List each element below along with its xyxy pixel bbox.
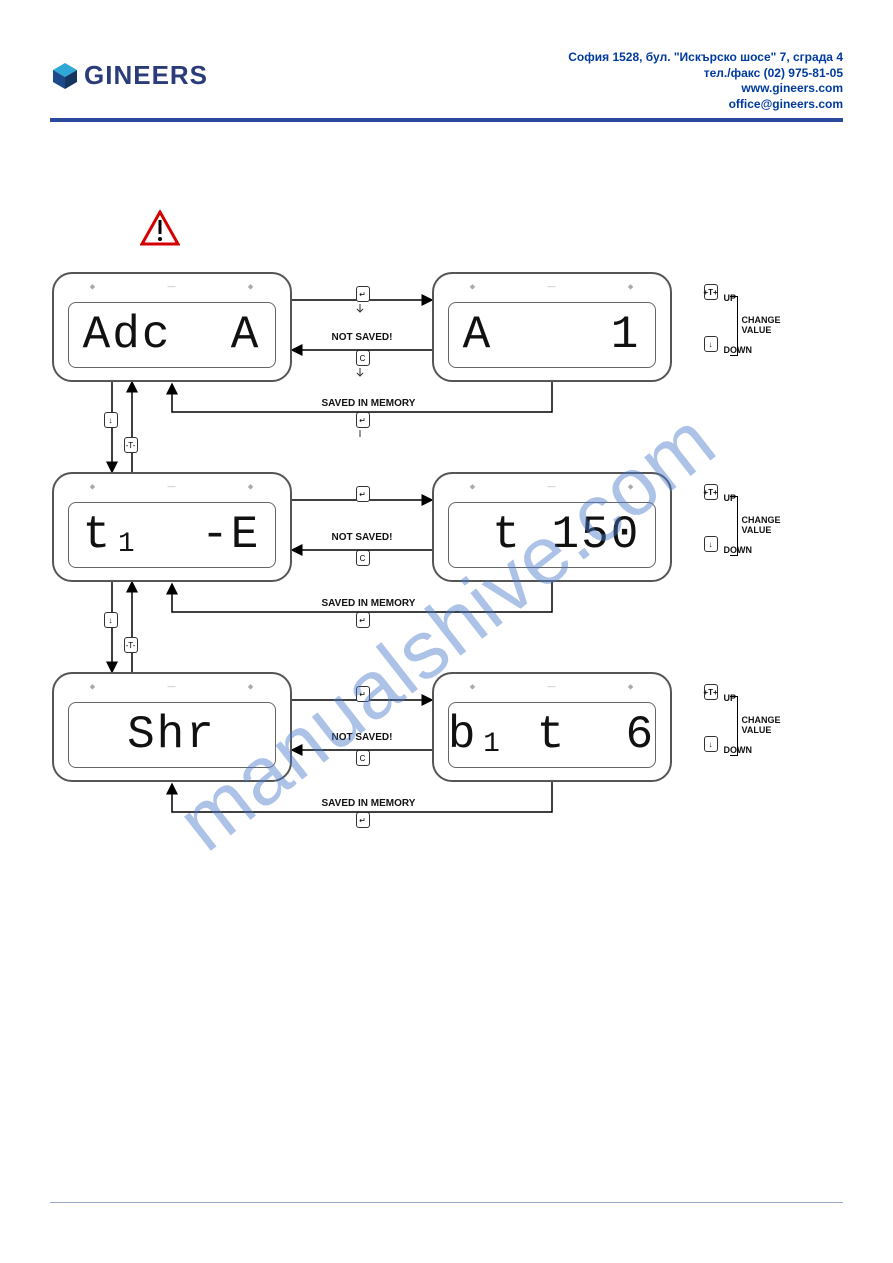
not-saved-label-3: NOT SAVED! <box>332 732 393 743</box>
updown-control-3: +T+UP ↓DOWN CHANGE VALUE <box>702 686 772 766</box>
lcd-left-1-text: Adc A <box>83 309 261 361</box>
cancel-button-icon: C <box>354 350 372 378</box>
lcd-right-2: ⬥—⬥ t 150 <box>432 472 672 582</box>
enter-button-icon-2: ↵ <box>354 486 372 514</box>
warning-icon <box>140 210 180 246</box>
nav-t-icon-1: -T- <box>122 437 140 465</box>
nav-down-icon-1: ↓ <box>102 412 120 440</box>
contact-address: София 1528, бул. "Искърско шосе" 7, сгра… <box>568 50 843 66</box>
updown-control-1: +T+ UP ↓ DOWN CHANGE VALUE <box>702 286 772 366</box>
lcd-right-1-text: A 1 <box>463 309 641 361</box>
nav-down-icon-2: ↓ <box>102 612 120 640</box>
cancel-button-icon-2: C <box>354 550 372 578</box>
cancel-button-icon-3: C <box>354 750 372 778</box>
down-label: DOWN <box>724 345 753 355</box>
lcd-left-3: ⬥—⬥ Shr <box>52 672 292 782</box>
saved-label-3: SAVED IN MEMORY <box>322 798 416 809</box>
lcd-right-3: ⬥—⬥ b₁ t 6 <box>432 672 672 782</box>
change-value-label: CHANGE VALUE <box>742 316 781 336</box>
saved-label-1: SAVED IN MEMORY <box>322 398 416 409</box>
lcd-right-3-text: b₁ t 6 <box>448 709 655 761</box>
lcd-left-3-text: Shr <box>127 709 216 761</box>
lcd-right-1: ⬥—⬥ A 1 <box>432 272 672 382</box>
lcd-left-2-text: t₁ -E <box>83 509 261 561</box>
contact-email: office@gineers.com <box>568 97 843 113</box>
enter-save-icon-3: ↵ <box>354 812 372 840</box>
enter-save-icon-2: ↵ <box>354 612 372 640</box>
logo-cube-icon <box>50 61 80 91</box>
lcd-left-2: ⬥—⬥ t₁ -E <box>52 472 292 582</box>
saved-label-2: SAVED IN MEMORY <box>322 598 416 609</box>
enter-button-icon: ↵ <box>354 286 372 314</box>
contact-phone: тел./факс (02) 975-81-05 <box>568 66 843 82</box>
enter-button-icon-3: ↵ <box>354 686 372 714</box>
contact-block: София 1528, бул. "Искърско шосе" 7, сгра… <box>568 50 843 112</box>
page-header: GINEERS София 1528, бул. "Искърско шосе"… <box>50 50 843 112</box>
lcd-right-2-text: t 150 <box>463 509 641 561</box>
company-logo: GINEERS <box>50 60 208 91</box>
company-name: GINEERS <box>84 60 208 91</box>
nav-t-icon-2: -T- <box>122 637 140 665</box>
not-saved-label-2: NOT SAVED! <box>332 532 393 543</box>
updown-control-2: +T+UP ↓DOWN CHANGE VALUE <box>702 486 772 566</box>
footer-rule <box>50 1202 843 1203</box>
menu-flow-diagram: ⬥—⬥ Adc A ⬥—⬥ A 1 ↵ C NOT SAVED! SAVED I… <box>52 272 842 902</box>
not-saved-label-1: NOT SAVED! <box>332 332 393 343</box>
contact-web: www.gineers.com <box>568 81 843 97</box>
enter-save-icon-1: ↵ <box>354 412 372 440</box>
header-rule <box>50 118 843 122</box>
lcd-left-1: ⬥—⬥ Adc A <box>52 272 292 382</box>
